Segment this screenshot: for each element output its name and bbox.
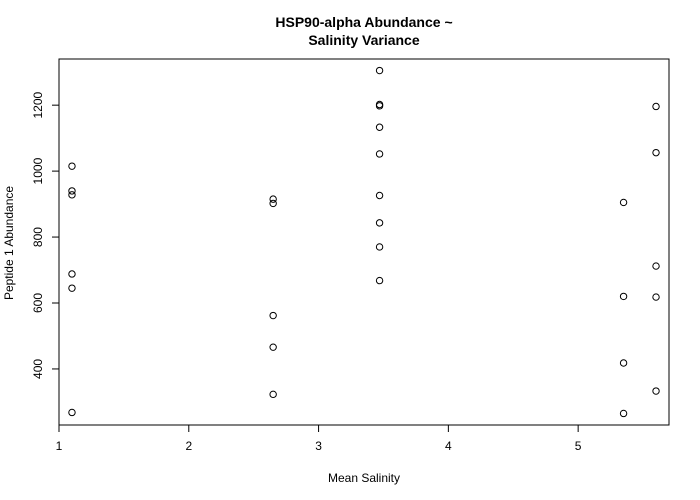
data-point <box>375 191 384 200</box>
data-point <box>269 195 277 203</box>
data-point <box>652 293 660 301</box>
data-point <box>68 162 76 170</box>
y-tick-label: 800 <box>31 227 45 247</box>
y-tick-label: 600 <box>31 293 45 313</box>
data-point <box>375 219 384 227</box>
data-point <box>269 343 277 351</box>
y-tick-label: 1000 <box>31 157 45 184</box>
data-point <box>652 148 660 157</box>
y-axis: 400 600 800 1000 1200 <box>31 91 60 379</box>
data-point <box>269 199 277 208</box>
data-point <box>652 262 660 270</box>
x-axis: 1 2 3 4 5 <box>56 424 582 453</box>
x-tick-label: 5 <box>575 439 582 453</box>
x-tick-label: 4 <box>445 439 452 453</box>
chart-title-line-2: Salinity Variance <box>308 32 419 48</box>
y-axis-label: Peptide 1 Abundance <box>2 186 16 300</box>
data-point <box>68 191 76 199</box>
y-tick-label: 1200 <box>31 91 45 118</box>
data-point <box>375 150 384 158</box>
x-axis-label: Mean Salinity <box>328 471 400 485</box>
data-point <box>652 102 660 111</box>
data-points <box>68 66 660 418</box>
plot-frame <box>58 58 670 426</box>
data-point <box>68 187 76 195</box>
data-point <box>652 387 660 395</box>
x-tick-label: 2 <box>185 439 192 453</box>
data-point <box>269 311 277 320</box>
data-point <box>68 284 76 292</box>
data-point <box>619 359 628 367</box>
data-point <box>68 408 76 417</box>
data-point <box>375 102 384 110</box>
y-tick-label: 400 <box>31 359 45 379</box>
data-point <box>269 390 277 399</box>
data-point <box>619 409 628 418</box>
data-point <box>375 123 384 131</box>
data-point <box>619 198 628 207</box>
data-point <box>619 292 628 301</box>
data-point <box>375 243 384 251</box>
data-point <box>375 276 384 285</box>
x-tick-label: 3 <box>315 439 322 453</box>
data-point <box>375 66 384 75</box>
x-tick-label: 1 <box>56 439 63 453</box>
data-point <box>68 270 76 278</box>
chart-title-line-1: HSP90-alpha Abundance ~ <box>275 14 452 30</box>
